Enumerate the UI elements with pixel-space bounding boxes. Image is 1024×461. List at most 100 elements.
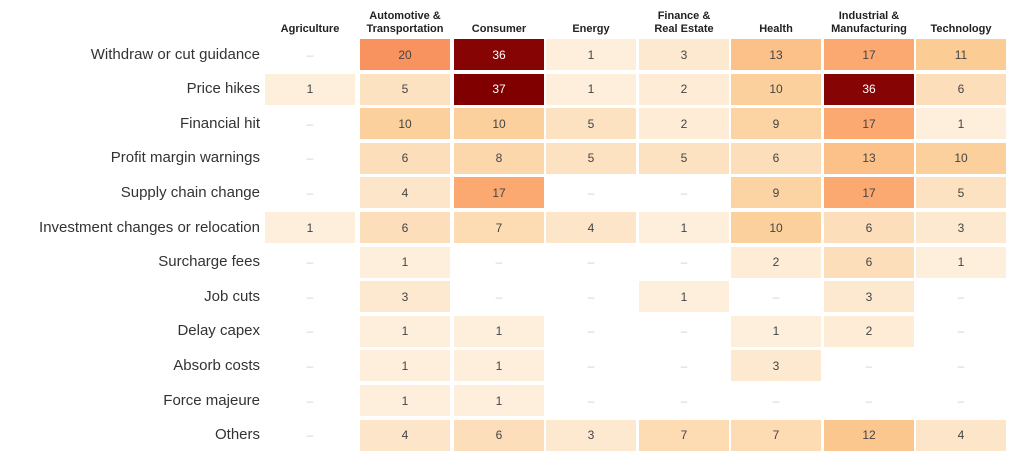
heatmap-cell: 1 (916, 246, 1006, 278)
heatmap-cell: 5 (546, 142, 636, 174)
column-header: Finance & Real Estate (639, 4, 729, 36)
heatmap-cell: 5 (639, 142, 729, 174)
heatmap-cell: 17 (824, 108, 914, 140)
heatmap-cell: 2 (731, 246, 821, 278)
heatmap-cell: 17 (454, 177, 544, 209)
heatmap-cell: 4 (360, 177, 450, 209)
row-label: Others (214, 426, 260, 444)
column-header-line: Agriculture (280, 23, 340, 35)
heatmap-cell: 37 (454, 73, 544, 105)
heatmap-cell: – (680, 324, 688, 339)
heatmap-cell: – (957, 358, 965, 373)
heatmap-cell: 6 (824, 246, 914, 278)
heatmap-cell: – (680, 358, 688, 373)
column-header: Health (731, 4, 821, 36)
heatmap-cell: 1 (639, 281, 729, 313)
row-label: Force majeure (163, 391, 260, 409)
heatmap-cell: – (306, 116, 314, 131)
heatmap-cell: 7 (639, 419, 729, 451)
heatmap-cell: – (306, 47, 314, 62)
heatmap-cell: 6 (360, 212, 450, 243)
column-header-line: Technology (930, 23, 992, 35)
heatmap-cell: – (306, 255, 314, 270)
heatmap-cell: – (587, 255, 595, 270)
heatmap-cell: 13 (824, 142, 914, 174)
heatmap-cell: – (865, 393, 873, 408)
heatmap-cell: – (957, 324, 965, 339)
heatmap-cell: – (772, 393, 780, 408)
heatmap-cell: 2 (824, 315, 914, 347)
heatmap-cell: – (587, 393, 595, 408)
heatmap-cell: 10 (731, 212, 821, 243)
heatmap-cell: – (495, 255, 503, 270)
heatmap-cell: 1 (546, 39, 636, 70)
heatmap-cell: – (306, 289, 314, 304)
column-header-line: Health (759, 23, 793, 35)
heatmap-cell: – (957, 393, 965, 408)
column-header: Consumer (454, 4, 544, 36)
heatmap-cell: 3 (731, 350, 821, 382)
heatmap-cell: – (306, 185, 314, 200)
heatmap-cell: 17 (824, 39, 914, 70)
heatmap-cell: – (772, 289, 780, 304)
heatmap-cell: 10 (731, 73, 821, 105)
heatmap-cell: 20 (360, 39, 450, 70)
column-header-line: Energy (572, 23, 610, 35)
heatmap-cell: 5 (916, 177, 1006, 209)
row-label: Profit margin warnings (110, 149, 260, 167)
column-header-line: Finance & (657, 10, 711, 22)
heatmap-cell: 6 (916, 73, 1006, 105)
heatmap-cell: 11 (916, 39, 1006, 70)
heatmap-cell: – (587, 185, 595, 200)
heatmap-cell: 36 (454, 39, 544, 70)
heatmap-cell: – (587, 289, 595, 304)
heatmap-cell: 3 (824, 281, 914, 313)
heatmap-cell: 4 (916, 419, 1006, 451)
heatmap-cell: – (865, 358, 873, 373)
row-label: Delay capex (177, 322, 260, 340)
heatmap-cell: 10 (454, 108, 544, 140)
row-label: Supply chain change (120, 183, 260, 201)
heatmap-cell: 9 (731, 177, 821, 209)
heatmap-cell: 4 (546, 212, 636, 243)
heatmap-cell: 7 (731, 419, 821, 451)
heatmap-cell: 1 (360, 350, 450, 382)
heatmap-cell: 8 (454, 142, 544, 174)
column-header: Agriculture (265, 4, 355, 36)
row-label: Job cuts (204, 287, 260, 305)
heatmap-cell: – (306, 151, 314, 166)
column-header-line: Consumer (471, 23, 527, 35)
heatmap-cell: 1 (360, 385, 450, 416)
column-header-line: Automotive & (369, 10, 441, 22)
heatmap-cell: – (306, 393, 314, 408)
heatmap-cell: 1 (454, 350, 544, 382)
heatmap-cell: 4 (360, 419, 450, 451)
heatmap-cell: 1 (639, 212, 729, 243)
column-header-line: Industrial & (838, 10, 900, 22)
heatmap-cell: – (306, 324, 314, 339)
row-label: Financial hit (179, 114, 260, 132)
heatmap-cell: – (680, 255, 688, 270)
heatmap-cell: 5 (546, 108, 636, 140)
heatmap-cell: 1 (454, 385, 544, 416)
heatmap-cell: – (587, 358, 595, 373)
column-header: Technology (916, 4, 1006, 36)
heatmap-cell: – (680, 185, 688, 200)
heatmap-cell: – (306, 358, 314, 373)
heatmap-cell: 6 (360, 142, 450, 174)
column-header: Automotive & Transportation (360, 4, 450, 36)
column-header-line: Transportation (366, 23, 444, 35)
row-label: Withdraw or cut guidance (90, 45, 260, 63)
heatmap-cell: – (957, 289, 965, 304)
column-header-line: Real Estate (654, 23, 714, 35)
heatmap-cell: 13 (731, 39, 821, 70)
column-header: Energy (546, 4, 636, 36)
column-header: Industrial & Manufacturing (824, 4, 914, 36)
heatmap-cell: 5 (360, 73, 450, 105)
heatmap-cell: 1 (265, 73, 355, 105)
heatmap-cell: 1 (454, 315, 544, 347)
heatmap-cell: 6 (454, 419, 544, 451)
heatmap-cell: 6 (731, 142, 821, 174)
heatmap-cell: 12 (824, 419, 914, 451)
